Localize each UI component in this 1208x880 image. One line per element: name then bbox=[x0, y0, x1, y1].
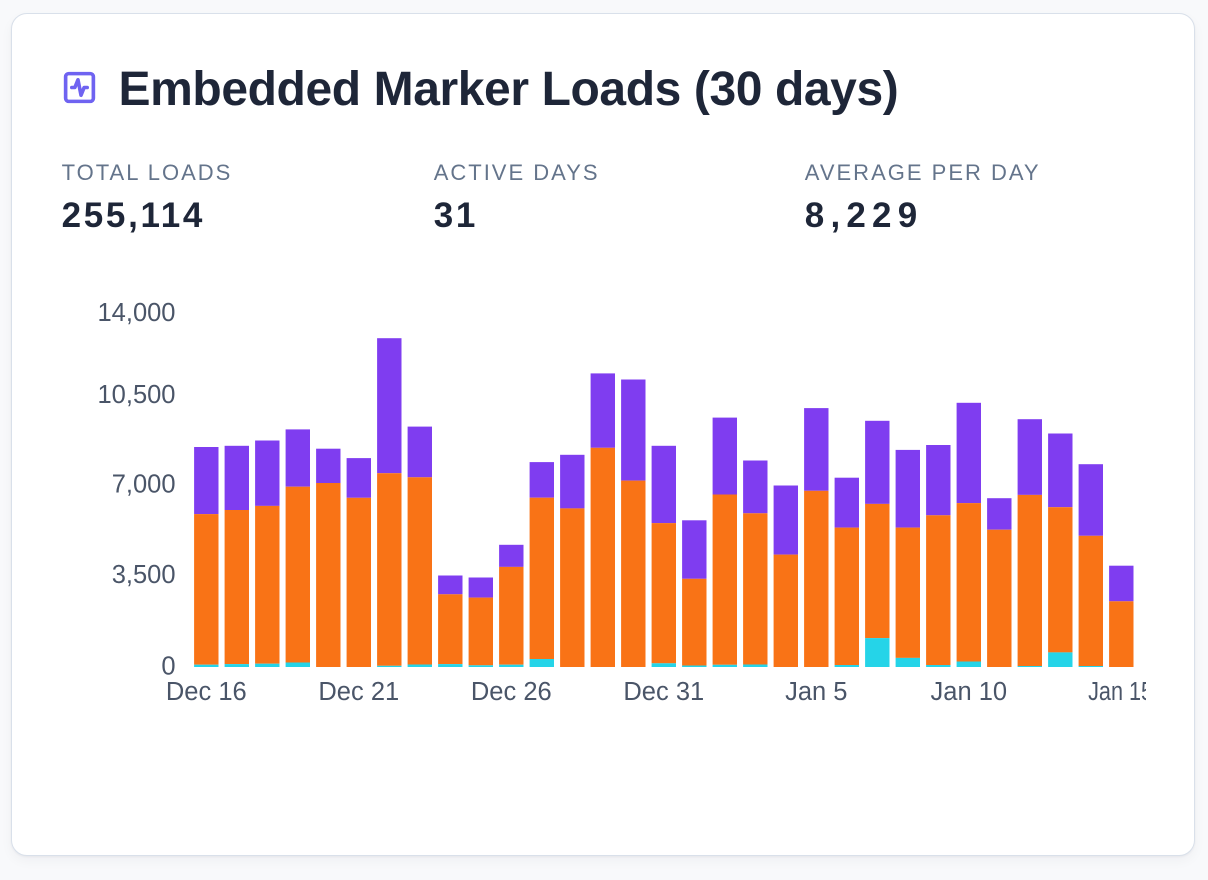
svg-text:Dec 31: Dec 31 bbox=[623, 678, 704, 706]
svg-text:14,000: 14,000 bbox=[98, 299, 176, 327]
svg-text:Jan 10: Jan 10 bbox=[931, 678, 1008, 706]
svg-text:Dec 16: Dec 16 bbox=[166, 678, 247, 706]
svg-text:10,500: 10,500 bbox=[98, 381, 176, 409]
svg-text:3,500: 3,500 bbox=[112, 561, 176, 589]
svg-text:Jan 5: Jan 5 bbox=[785, 678, 847, 706]
svg-text:Dec 26: Dec 26 bbox=[471, 678, 552, 706]
svg-text:Dec 21: Dec 21 bbox=[318, 678, 399, 706]
svg-text:Jan 15: Jan 15 bbox=[1088, 678, 1146, 706]
svg-text:0: 0 bbox=[161, 653, 175, 681]
svg-text:7,000: 7,000 bbox=[112, 471, 176, 499]
